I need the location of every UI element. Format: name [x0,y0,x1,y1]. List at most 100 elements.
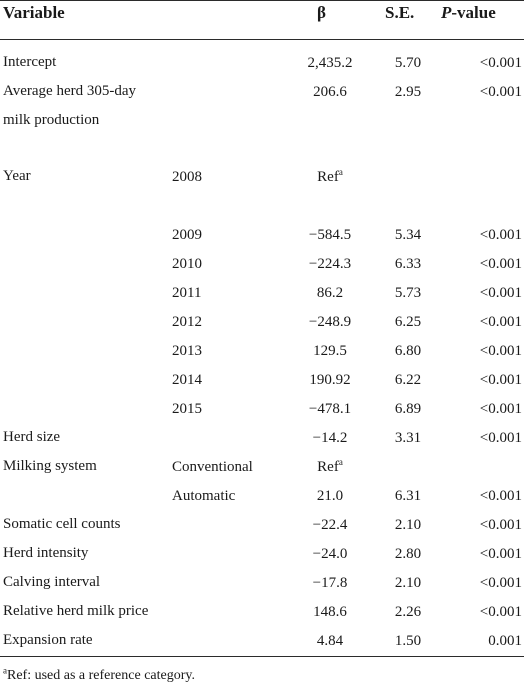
row-subcategory: 2015 [172,401,202,417]
row-p-value: <0.001 [479,604,522,620]
header-bottom-rule [0,39,524,40]
row-beta-value: Ref [317,169,339,185]
row-beta: 190.92 [284,371,376,389]
header-p-letter: P [441,3,452,22]
row-beta-value: 148.6 [313,604,347,620]
row-variable: Calving interval [3,574,101,590]
row-subcategory: 2014 [172,372,202,388]
row-p-value: <0.001 [479,517,522,533]
row-p-value: <0.001 [479,55,522,71]
row-se: 5.34 [394,227,422,243]
footnote-text: Ref: used as a reference category. [7,668,195,683]
row-beta-value: −478.1 [308,401,352,417]
row-subcategory: 2010 [172,256,202,272]
row-beta-value: −14.2 [312,430,348,446]
header-variable: Variable [3,3,65,22]
row-variable: Relative herd milk price [3,603,149,619]
row-p-value: <0.001 [479,546,522,562]
row-se: 2.95 [394,84,422,100]
row-se: 6.80 [394,343,422,359]
row-beta: −22.4 [284,516,376,534]
row-beta-value: −584.5 [308,227,352,243]
row-se: 2.10 [394,517,422,533]
row-beta-value: −224.3 [308,256,352,272]
row-beta: −24.0 [284,545,376,563]
row-beta: −478.1 [284,400,376,418]
row-se: 6.31 [394,488,422,504]
row-p-value: <0.001 [479,372,522,388]
row-p-value: <0.001 [479,314,522,330]
row-beta: −584.5 [284,226,376,244]
row-p-value: <0.001 [479,575,522,591]
row-beta: −248.9 [284,313,376,331]
row-beta-value: 129.5 [313,343,347,359]
row-beta: 21.0 [284,487,376,505]
row-p-value: <0.001 [479,227,522,243]
header-p-suffix: -value [451,3,496,22]
row-p-value: <0.001 [479,285,522,301]
row-beta: 4.84 [284,632,376,650]
row-se: 5.73 [394,285,422,301]
row-variable: Herd size [3,429,61,445]
row-se: 5.70 [394,55,422,71]
row-beta: −14.2 [284,429,376,447]
row-subcategory: 2012 [172,314,202,330]
row-se: 6.33 [394,256,422,272]
row-variable: Year [3,168,31,184]
row-variable: Somatic cell counts [3,516,121,532]
row-beta: 148.6 [284,603,376,621]
row-p-value: 0.001 [488,633,522,649]
row-beta: Refa [284,168,376,186]
row-beta: −224.3 [284,255,376,273]
row-beta: 206.6 [284,83,376,101]
header-se: S.E. [385,3,415,22]
header-top-rule [0,0,524,1]
row-p-value: <0.001 [479,84,522,100]
header-beta: β [317,3,326,22]
header-p-value: P-value [441,2,496,24]
row-beta-value: 206.6 [313,84,347,100]
row-se: 2.26 [394,604,422,620]
row-se: 6.89 [394,401,422,417]
row-p-value: <0.001 [479,401,522,417]
row-beta-value: −17.8 [312,575,348,591]
row-se: 3.31 [394,430,422,446]
row-subcategory: 2008 [172,169,202,185]
row-subcategory: 2009 [172,227,202,243]
footnote: aRef: used as a reference category. [3,665,195,685]
row-se: 2.80 [394,546,422,562]
row-se: 6.22 [394,372,422,388]
row-p-value: <0.001 [479,430,522,446]
row-variable: Average herd 305-day milk production [3,83,136,128]
row-beta-footnote-marker: a [338,457,343,467]
row-se: 1.50 [394,633,422,649]
row-beta-value: 86.2 [316,285,344,301]
row-variable: Herd intensity [3,545,89,561]
row-beta-value: 2,435.2 [307,55,353,71]
row-beta: Refa [284,458,376,476]
row-subcategory: Conventional [172,459,253,475]
row-variable: Intercept [3,54,57,70]
table-bottom-rule [0,656,524,657]
row-subcategory: 2013 [172,343,202,359]
row-se: 2.10 [394,575,422,591]
row-p-value: <0.001 [479,343,522,359]
row-subcategory: 2011 [172,285,202,301]
row-beta: −17.8 [284,574,376,592]
row-beta-value: Ref [317,459,339,475]
row-beta-value: −22.4 [312,517,348,533]
row-p-value: <0.001 [479,488,522,504]
row-beta-footnote-marker: a [338,167,343,177]
row-beta: 2,435.2 [284,54,376,72]
footnote-marker: a [3,665,7,676]
row-beta: 86.2 [284,284,376,302]
row-beta-value: −248.9 [308,314,352,330]
row-beta-value: 4.84 [316,633,344,649]
row-se: 6.25 [394,314,422,330]
row-variable: Milking system [3,458,97,474]
row-beta-value: 190.92 [309,372,351,388]
row-p-value: <0.001 [479,256,522,272]
row-beta-value: 21.0 [316,488,344,504]
row-variable: Expansion rate [3,632,93,648]
row-subcategory: Automatic [172,488,236,504]
